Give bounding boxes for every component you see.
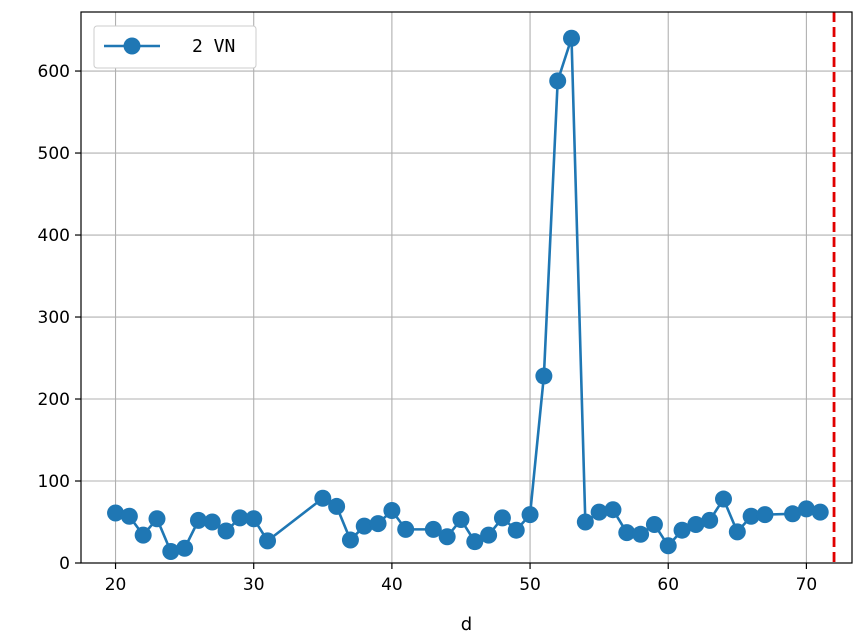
data-point xyxy=(563,29,581,47)
data-point xyxy=(728,523,746,541)
data-point xyxy=(673,521,691,539)
data-point xyxy=(369,515,387,533)
data-point xyxy=(231,509,249,527)
data-point xyxy=(797,500,815,518)
data-point xyxy=(107,504,125,522)
series-points xyxy=(107,29,829,561)
data-point xyxy=(466,533,484,551)
x-tick-label: 60 xyxy=(657,575,679,595)
data-point xyxy=(590,503,608,521)
x-tick-label: 70 xyxy=(796,575,818,595)
data-point xyxy=(493,509,511,527)
data-point xyxy=(355,517,373,535)
grid-lines xyxy=(81,12,852,564)
y-tick-label: 200 xyxy=(38,390,70,410)
data-point xyxy=(701,511,719,529)
data-point xyxy=(245,510,263,528)
data-point xyxy=(120,507,138,525)
data-point xyxy=(632,525,650,543)
data-point xyxy=(259,532,277,550)
data-point xyxy=(715,490,732,508)
data-point xyxy=(521,506,539,524)
plot-frame xyxy=(80,11,853,564)
plot-area xyxy=(81,12,852,563)
data-point xyxy=(549,72,567,90)
data-point xyxy=(383,502,401,520)
data-point xyxy=(328,497,346,515)
y-tick-label: 300 xyxy=(38,308,70,328)
data-point xyxy=(176,539,194,557)
x-tick-label: 30 xyxy=(243,575,265,595)
y-tick-label: 600 xyxy=(38,62,70,82)
data-point xyxy=(659,537,677,555)
data-point xyxy=(134,526,152,544)
data-point xyxy=(162,543,180,561)
y-tick-label: 0 xyxy=(59,554,70,574)
x-tick-label: 40 xyxy=(381,575,403,595)
data-point xyxy=(687,515,705,533)
data-point xyxy=(811,503,829,521)
data-point xyxy=(480,526,498,544)
x-tick-label: 50 xyxy=(519,575,541,595)
y-tick-label: 400 xyxy=(38,226,70,246)
legend-marker-sample xyxy=(123,37,141,55)
data-point xyxy=(604,501,622,519)
y-tick-label: 500 xyxy=(38,144,70,164)
data-point xyxy=(784,505,802,523)
x-tick-label: 20 xyxy=(105,575,127,595)
data-point xyxy=(507,521,525,539)
legend-label: 2 VN xyxy=(192,36,235,57)
y-axis-ticks: 0 100 200 300 400 500 600 xyxy=(38,62,81,574)
legend: 2 VN xyxy=(93,25,257,69)
data-point xyxy=(645,515,663,533)
data-point xyxy=(576,513,594,531)
data-point xyxy=(742,507,760,525)
data-point xyxy=(424,520,442,538)
data-point xyxy=(618,524,636,542)
data-point xyxy=(189,511,207,529)
x-axis-ticks: 20 30 40 50 60 70 xyxy=(105,563,818,595)
data-point xyxy=(397,520,415,538)
data-point xyxy=(341,531,359,549)
data-point xyxy=(217,522,235,540)
data-point xyxy=(203,513,221,531)
data-point xyxy=(438,528,456,546)
data-point xyxy=(148,510,166,528)
x-axis-label: d xyxy=(461,614,472,634)
data-point xyxy=(314,489,332,507)
y-tick-label: 100 xyxy=(38,472,70,492)
data-point xyxy=(452,511,470,529)
legend-frame xyxy=(93,25,257,69)
data-point xyxy=(535,367,553,385)
data-point xyxy=(756,506,774,524)
